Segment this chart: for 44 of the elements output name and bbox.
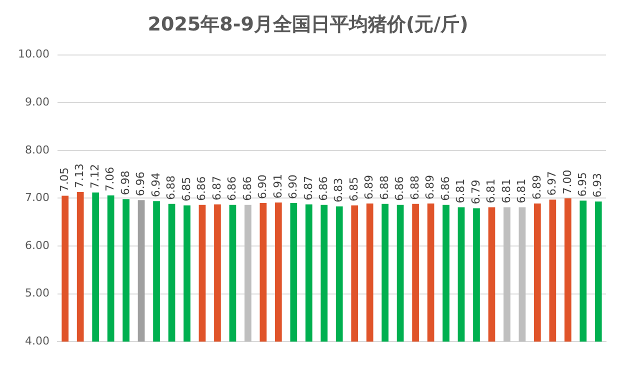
data-label: 6.86 xyxy=(240,176,254,201)
data-label: 6.87 xyxy=(210,176,224,200)
data-label: 6.87 xyxy=(302,176,315,200)
y-tick-label: 7.00 xyxy=(24,191,50,204)
data-label: 6.86 xyxy=(226,176,239,201)
chart-title: 2025年8-9月全国日平均猪价(元/斤) xyxy=(148,13,468,36)
data-label: 6.83 xyxy=(332,178,346,202)
y-tick-label: 10.00 xyxy=(18,48,50,61)
data-label: 6.91 xyxy=(271,174,284,198)
data-label: 7.05 xyxy=(58,167,71,192)
data-label: 6.95 xyxy=(576,172,590,197)
data-label: 6.96 xyxy=(134,172,148,196)
data-label: 6.90 xyxy=(256,174,270,199)
y-tick-label: 8.00 xyxy=(24,143,50,156)
data-label: 6.81 xyxy=(515,178,528,204)
data-label: 6.86 xyxy=(316,176,330,201)
data-label: 6.79 xyxy=(469,180,482,204)
y-tick-label: 9.00 xyxy=(24,95,50,108)
data-label: 6.86 xyxy=(438,176,452,201)
data-label: 6.81 xyxy=(484,178,498,204)
data-label: 6.86 xyxy=(195,176,208,201)
y-tick-label: 5.00 xyxy=(24,286,50,300)
data-label: 6.86 xyxy=(393,176,406,201)
data-label: 6.81 xyxy=(454,178,468,204)
data-label: 7.12 xyxy=(88,164,102,188)
data-label: 6.90 xyxy=(286,174,300,199)
data-label: 7.00 xyxy=(560,170,574,194)
data-label: 6.88 xyxy=(378,175,391,200)
data-label: 6.88 xyxy=(164,175,178,200)
data-label: 6.88 xyxy=(408,175,422,200)
data-label: 6.89 xyxy=(530,174,544,200)
data-label: 6.98 xyxy=(118,170,132,196)
data-label: 6.93 xyxy=(591,173,604,198)
data-label: 6.85 xyxy=(347,176,360,202)
data-label: 6.97 xyxy=(546,171,559,196)
data-label: 7.13 xyxy=(73,163,86,188)
data-label: 6.89 xyxy=(424,174,437,200)
data-label: 6.85 xyxy=(180,176,193,202)
data-label: 6.81 xyxy=(500,178,513,204)
data-label: 6.89 xyxy=(362,174,376,200)
y-tick-label: 6.00 xyxy=(24,238,50,252)
data-label: 7.06 xyxy=(104,166,117,192)
y-tick-label: 4.00 xyxy=(24,334,50,348)
data-label: 6.94 xyxy=(149,172,162,198)
